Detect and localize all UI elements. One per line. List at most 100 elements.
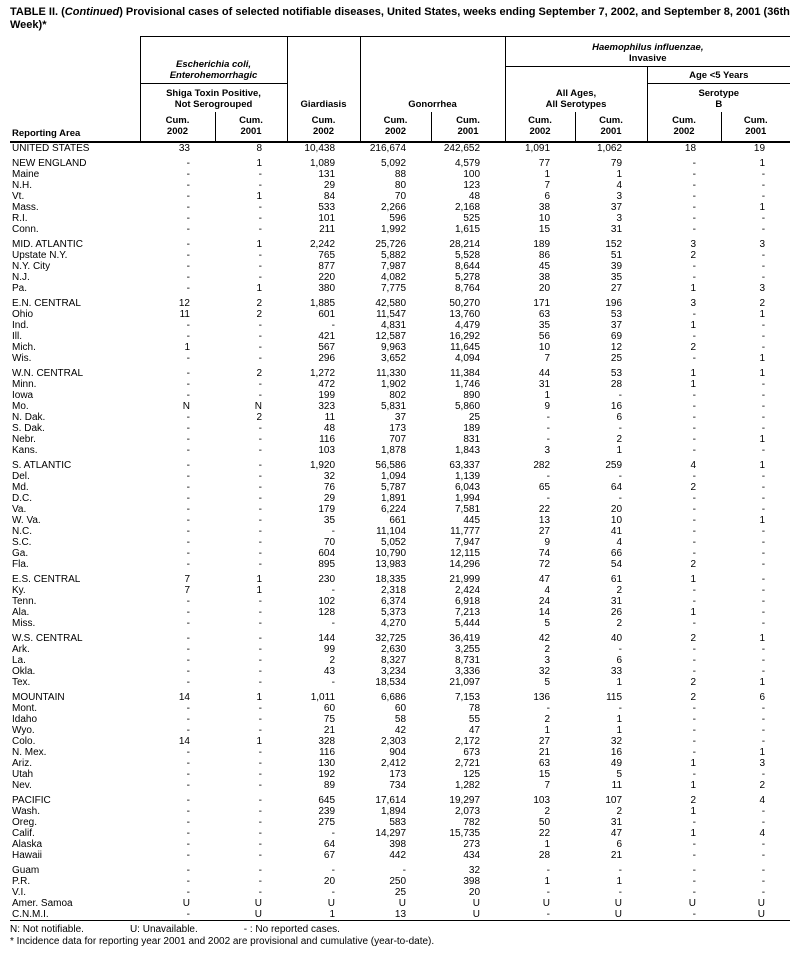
value-cell: 596 [389, 213, 407, 224]
value-cell: 4 [544, 585, 551, 596]
value-cell: - [258, 537, 263, 548]
value-cell: 445 [463, 515, 481, 526]
value-cell: 831 [463, 434, 481, 445]
value-cell: 1 [759, 158, 766, 169]
footnotes: N: Not notifiable. U: Unavailable. - : No … [10, 924, 790, 948]
value-cell: - [761, 850, 766, 861]
value-cell: 11,104 [376, 526, 407, 537]
table-row: Utah - - 192 173 125 15 5 - - [10, 769, 790, 780]
value-cell: - [258, 423, 263, 434]
value-cell: - [692, 548, 697, 559]
value-cell: 1 [690, 806, 697, 817]
value-cell: 35 [610, 272, 623, 283]
value-cell: 211 [319, 224, 336, 235]
value-cell: 66 [610, 548, 623, 559]
value-cell: 100 [463, 169, 481, 180]
value-cell: U [398, 898, 407, 909]
value-cell: - [546, 887, 551, 898]
value-cell: 31 [610, 224, 623, 235]
value-cell: 192 [318, 769, 336, 780]
value-cell: 58 [394, 714, 407, 725]
area-cell: Pa. [12, 283, 28, 294]
value-cell: 2 [544, 714, 551, 725]
value-cell: 50 [538, 817, 551, 828]
value-cell: 1 [256, 158, 263, 169]
value-cell: 2 [759, 780, 766, 791]
area-cell: D.C. [12, 493, 32, 504]
value-cell: 63,337 [449, 460, 481, 471]
value-cell: 1 [256, 585, 263, 596]
value-cell: 2 [616, 585, 623, 596]
table-row: Iowa - - 199 802 890 1 - - - [10, 390, 790, 401]
value-cell: - [761, 390, 766, 401]
value-cell: 102 [318, 596, 336, 607]
value-cell: - [618, 390, 623, 401]
value-cell: - [186, 261, 190, 272]
value-cell: 1 [690, 574, 697, 585]
value-cell: 7,987 [380, 261, 407, 272]
value-cell: 1 [616, 725, 623, 736]
value-cell: - [331, 618, 336, 629]
value-cell: 38 [538, 272, 551, 283]
value-cell: 63 [538, 309, 551, 320]
value-cell: - [258, 169, 263, 180]
value-cell: 29 [323, 180, 336, 191]
value-cell: 2 [690, 559, 697, 570]
value-cell: 1 [616, 169, 623, 180]
value-cell: 189 [533, 239, 551, 250]
value-cell: 16,292 [449, 331, 481, 342]
value-cell: 103 [533, 795, 551, 806]
area-cell: UNITED STATES [12, 143, 90, 154]
value-cell: 116 [319, 747, 336, 758]
area-cell: W. Va. [12, 515, 41, 526]
value-cell: - [692, 493, 697, 504]
value-cell: 3 [616, 213, 623, 224]
value-cell: 1,011 [310, 692, 336, 703]
value-cell: - [761, 839, 766, 850]
value-cell: 1 [256, 191, 263, 202]
value-cell: - [258, 471, 263, 482]
value-cell: 230 [318, 574, 336, 585]
value-cell: 25 [394, 887, 407, 898]
value-cell: 51 [610, 250, 623, 261]
area-cell: Colo. [12, 736, 36, 747]
value-cell: - [692, 526, 697, 537]
area-cell: NEW ENGLAND [12, 158, 87, 169]
table-row: Va. - - 179 6,224 7,581 22 20 - - [10, 504, 790, 515]
value-cell: 6 [616, 412, 623, 423]
value-cell: - [761, 887, 766, 898]
value-cell: - [692, 817, 697, 828]
value-cell: - [258, 320, 263, 331]
value-cell: - [258, 272, 263, 283]
value-cell: 2 [616, 434, 623, 445]
value-cell: 13,983 [375, 559, 407, 570]
value-cell: 1 [256, 736, 263, 747]
value-cell: 1 [544, 169, 551, 180]
value-cell: - [761, 865, 766, 876]
col-header-giardiasis-2002: Cum. 2002 [286, 112, 361, 143]
value-cell: 75 [323, 714, 336, 725]
value-cell: 21,097 [449, 677, 481, 688]
area-cell: Idaho [12, 714, 38, 725]
table-row: Oreg. - - 275 583 782 50 31 - - [10, 817, 790, 828]
value-cell: - [692, 909, 697, 920]
value-cell: - [258, 607, 263, 618]
value-cell: 11,547 [376, 309, 407, 320]
area-cell: S. Dak. [12, 423, 45, 434]
value-cell: - [692, 353, 697, 364]
area-cell: E.S. CENTRAL [12, 574, 81, 585]
value-cell: 35 [323, 515, 336, 526]
table-row: Mo. N N 323 5,831 5,860 9 16 - - [10, 401, 790, 412]
value-cell: 604 [318, 548, 336, 559]
value-cell: 7 [544, 780, 551, 791]
value-cell: - [546, 909, 551, 920]
value-cell: 673 [463, 747, 481, 758]
value-cell: - [186, 493, 190, 504]
area-cell: S.C. [12, 537, 32, 548]
value-cell: 1 [184, 342, 190, 353]
value-cell: 1 [544, 390, 551, 401]
value-cell: 273 [463, 839, 481, 850]
area-cell: S. ATLANTIC [12, 460, 72, 471]
value-cell: 107 [605, 795, 623, 806]
